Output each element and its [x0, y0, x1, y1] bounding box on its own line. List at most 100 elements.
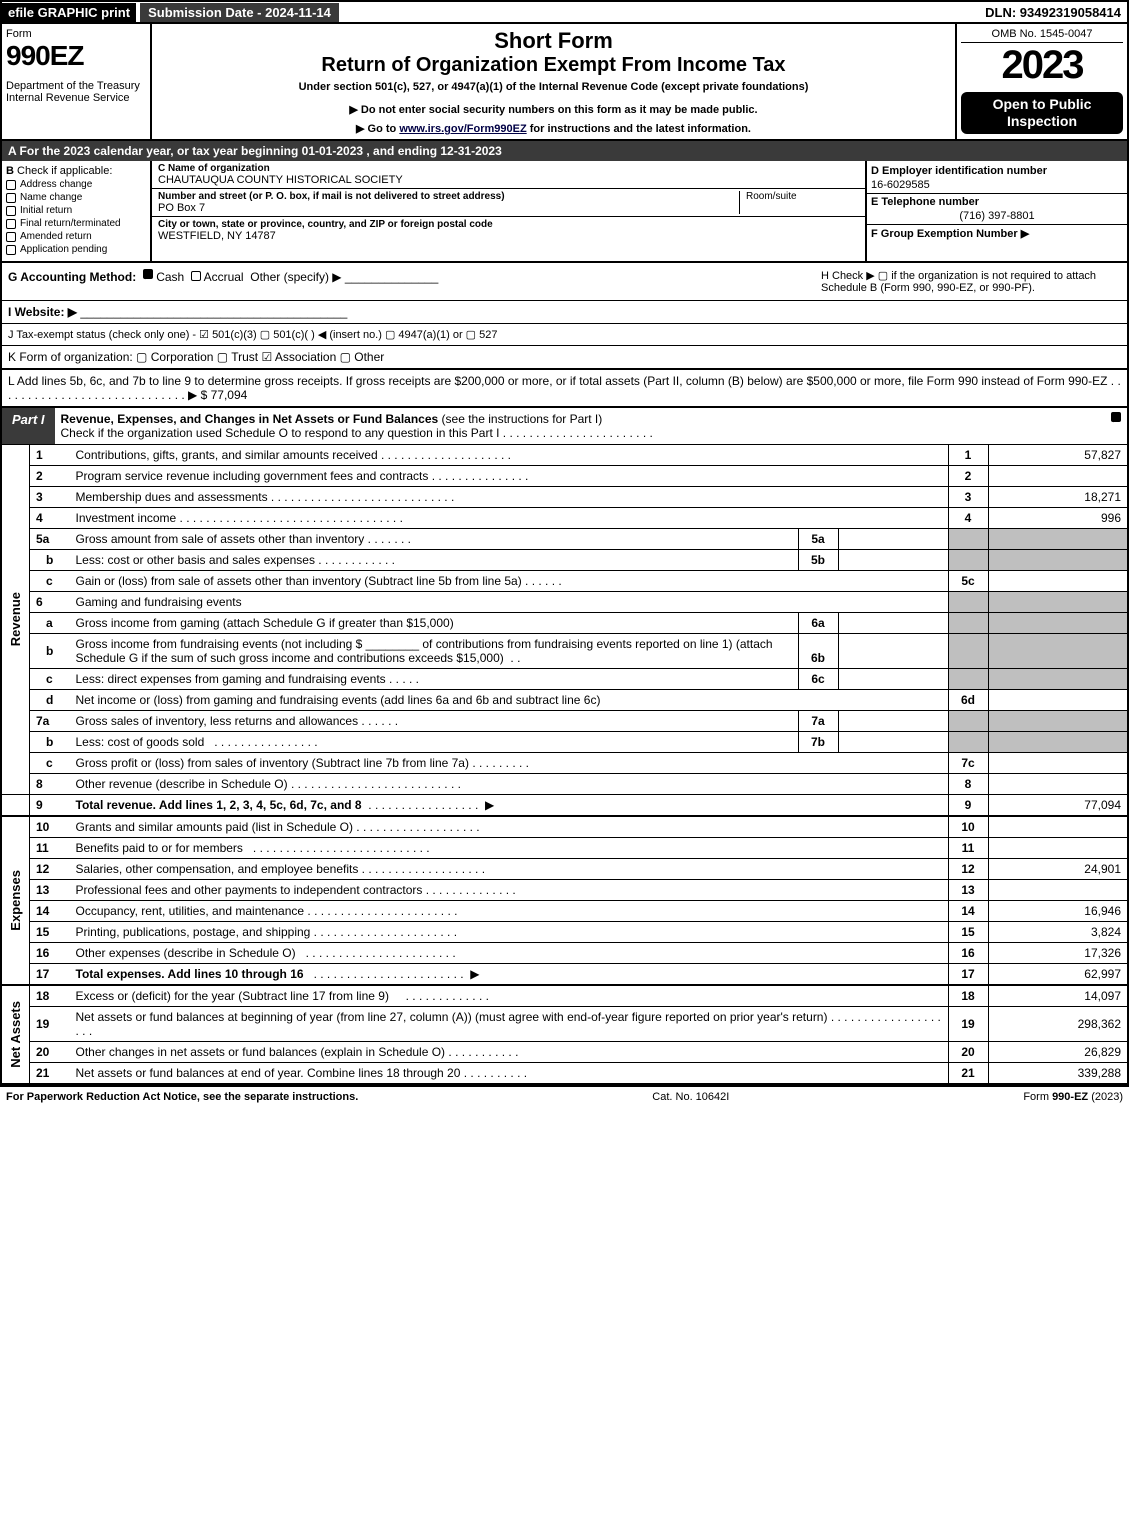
amount-12: 24,901: [988, 859, 1128, 880]
col-c-org: C Name of organization CHAUTAUQUA COUNTY…: [152, 161, 867, 261]
cat-number: Cat. No. 10642I: [358, 1091, 1023, 1103]
checkbox-checked-icon: [1111, 412, 1121, 422]
check-address-change[interactable]: Address change: [6, 179, 146, 190]
table-row: dNet income or (loss) from gaming and fu…: [1, 690, 1128, 711]
table-row: 21Net assets or fund balances at end of …: [1, 1063, 1128, 1085]
short-form-title: Short Form: [158, 28, 949, 54]
form-title: Return of Organization Exempt From Incom…: [158, 54, 949, 77]
top-bar: efile GRAPHIC print Submission Date - 20…: [0, 0, 1129, 24]
amount-9: 77,094: [988, 795, 1128, 817]
b-label: Check if applicable:: [17, 165, 112, 177]
table-row: Revenue 1Contributions, gifts, grants, a…: [1, 445, 1128, 466]
table-row: 2Program service revenue including gover…: [1, 466, 1128, 487]
tax-year: 2023: [1002, 43, 1083, 88]
ein-value: 16-6029585: [871, 179, 1123, 191]
checkbox-icon: [6, 245, 16, 255]
expenses-side-label: Expenses: [8, 870, 23, 931]
checkbox-icon: [6, 219, 16, 229]
table-row: Net Assets 18Excess or (deficit) for the…: [1, 985, 1128, 1007]
form-number: 990EZ: [6, 40, 146, 72]
form-word: Form: [6, 28, 146, 40]
header-right: OMB No. 1545-0047 2023 Open to Public In…: [957, 24, 1127, 139]
amount-3: 18,271: [988, 487, 1128, 508]
city-label: City or town, state or province, country…: [158, 219, 859, 230]
table-row: cGross profit or (loss) from sales of in…: [1, 753, 1128, 774]
table-row: Expenses 10Grants and similar amounts pa…: [1, 816, 1128, 838]
street-label: Number and street (or P. O. box, if mail…: [158, 191, 739, 202]
dept-label: Department of the Treasury Internal Reve…: [6, 80, 146, 104]
revenue-side-label: Revenue: [8, 592, 23, 646]
gh-row: G Accounting Method: Cash Accrual Other …: [0, 263, 1129, 301]
table-row: 4Investment income . . . . . . . . . . .…: [1, 508, 1128, 529]
table-row: 17Total expenses. Add lines 10 through 1…: [1, 964, 1128, 986]
checkbox-icon: [6, 180, 16, 190]
part-1-check[interactable]: [1105, 408, 1127, 444]
table-row: 8Other revenue (describe in Schedule O) …: [1, 774, 1128, 795]
amount-18: 14,097: [988, 985, 1128, 1007]
table-row: cGain or (loss) from sale of assets othe…: [1, 571, 1128, 592]
table-row: 19Net assets or fund balances at beginni…: [1, 1007, 1128, 1042]
line-h: H Check ▶ ▢ if the organization is not r…: [821, 269, 1121, 294]
line-j-tax-exempt: J Tax-exempt status (check only one) - ☑…: [0, 324, 1129, 346]
omb-number: OMB No. 1545-0047: [961, 28, 1123, 43]
table-row: 5aGross amount from sale of assets other…: [1, 529, 1128, 550]
check-initial-return[interactable]: Initial return: [6, 205, 146, 216]
org-name-label: C Name of organization: [158, 163, 859, 174]
table-row: cLess: direct expenses from gaming and f…: [1, 669, 1128, 690]
check-final-return[interactable]: Final return/terminated: [6, 218, 146, 229]
table-row: 20Other changes in net assets or fund ba…: [1, 1042, 1128, 1063]
line-l-gross-receipts: L Add lines 5b, 6c, and 7b to line 9 to …: [0, 370, 1129, 408]
table-row: 7aGross sales of inventory, less returns…: [1, 711, 1128, 732]
irs-link[interactable]: www.irs.gov/Form990EZ: [399, 123, 526, 135]
page-footer: For Paperwork Reduction Act Notice, see …: [0, 1085, 1129, 1107]
amount-1: 57,827: [988, 445, 1128, 466]
open-inspection-badge: Open to Public Inspection: [961, 92, 1123, 134]
table-row: 15Printing, publications, postage, and s…: [1, 922, 1128, 943]
check-name-change[interactable]: Name change: [6, 192, 146, 203]
section-bcd: B Check if applicable: Address change Na…: [0, 161, 1129, 263]
room-suite-label: Room/suite: [739, 191, 859, 214]
gross-receipts-amount: ▶ $ 77,094: [188, 388, 247, 402]
table-row: 11Benefits paid to or for members . . . …: [1, 838, 1128, 859]
city-value: WESTFIELD, NY 14787: [158, 230, 859, 242]
goto-post: for instructions and the latest informat…: [527, 123, 751, 135]
cash-checkbox-icon[interactable]: [143, 269, 153, 279]
amount-15: 3,824: [988, 922, 1128, 943]
b-letter: B: [6, 165, 14, 177]
tel-label: E Telephone number: [871, 196, 1123, 208]
col-d-ids: D Employer identification number 16-6029…: [867, 161, 1127, 261]
group-exemption-label: F Group Exemption Number ▶: [871, 227, 1123, 240]
table-row: 6Gaming and fundraising events: [1, 592, 1128, 613]
goto-line: ▶ Go to www.irs.gov/Form990EZ for instru…: [158, 122, 949, 135]
efile-label[interactable]: efile GRAPHIC print: [2, 3, 136, 22]
part-1-tab: Part I: [2, 408, 55, 444]
amount-21: 339,288: [988, 1063, 1128, 1085]
form-header: Form 990EZ Department of the Treasury In…: [0, 24, 1129, 141]
net-assets-side-label: Net Assets: [8, 1001, 23, 1068]
tel-value: (716) 397-8801: [871, 210, 1123, 222]
dln-label: DLN: 93492319058414: [985, 5, 1127, 20]
header-center: Short Form Return of Organization Exempt…: [152, 24, 957, 139]
submission-date: Submission Date - 2024-11-14: [140, 3, 339, 22]
table-row: 14Occupancy, rent, utilities, and mainte…: [1, 901, 1128, 922]
col-b-checks: B Check if applicable: Address change Na…: [2, 161, 152, 261]
part-1-header: Part I Revenue, Expenses, and Changes in…: [0, 408, 1129, 445]
street-value: PO Box 7: [158, 202, 739, 214]
goto-pre: ▶ Go to: [356, 123, 399, 135]
line-i-website: I Website: ▶ ___________________________…: [0, 301, 1129, 324]
accrual-checkbox-icon[interactable]: [191, 271, 201, 281]
check-amended-return[interactable]: Amended return: [6, 231, 146, 242]
row-a-tax-year: A For the 2023 calendar year, or tax yea…: [0, 141, 1129, 161]
table-row: 16Other expenses (describe in Schedule O…: [1, 943, 1128, 964]
part-1-table: Revenue 1Contributions, gifts, grants, a…: [0, 445, 1129, 1085]
table-row: 3Membership dues and assessments . . . .…: [1, 487, 1128, 508]
table-row: 12Salaries, other compensation, and empl…: [1, 859, 1128, 880]
table-row: bGross income from fundraising events (n…: [1, 634, 1128, 669]
amount-17: 62,997: [988, 964, 1128, 986]
table-row: 9Total revenue. Add lines 1, 2, 3, 4, 5c…: [1, 795, 1128, 817]
line-k-form-org: K Form of organization: ▢ Corporation ▢ …: [0, 346, 1129, 370]
line-g: G Accounting Method: Cash Accrual Other …: [8, 269, 821, 294]
check-application-pending[interactable]: Application pending: [6, 244, 146, 255]
amount-20: 26,829: [988, 1042, 1128, 1063]
table-row: aGross income from gaming (attach Schedu…: [1, 613, 1128, 634]
